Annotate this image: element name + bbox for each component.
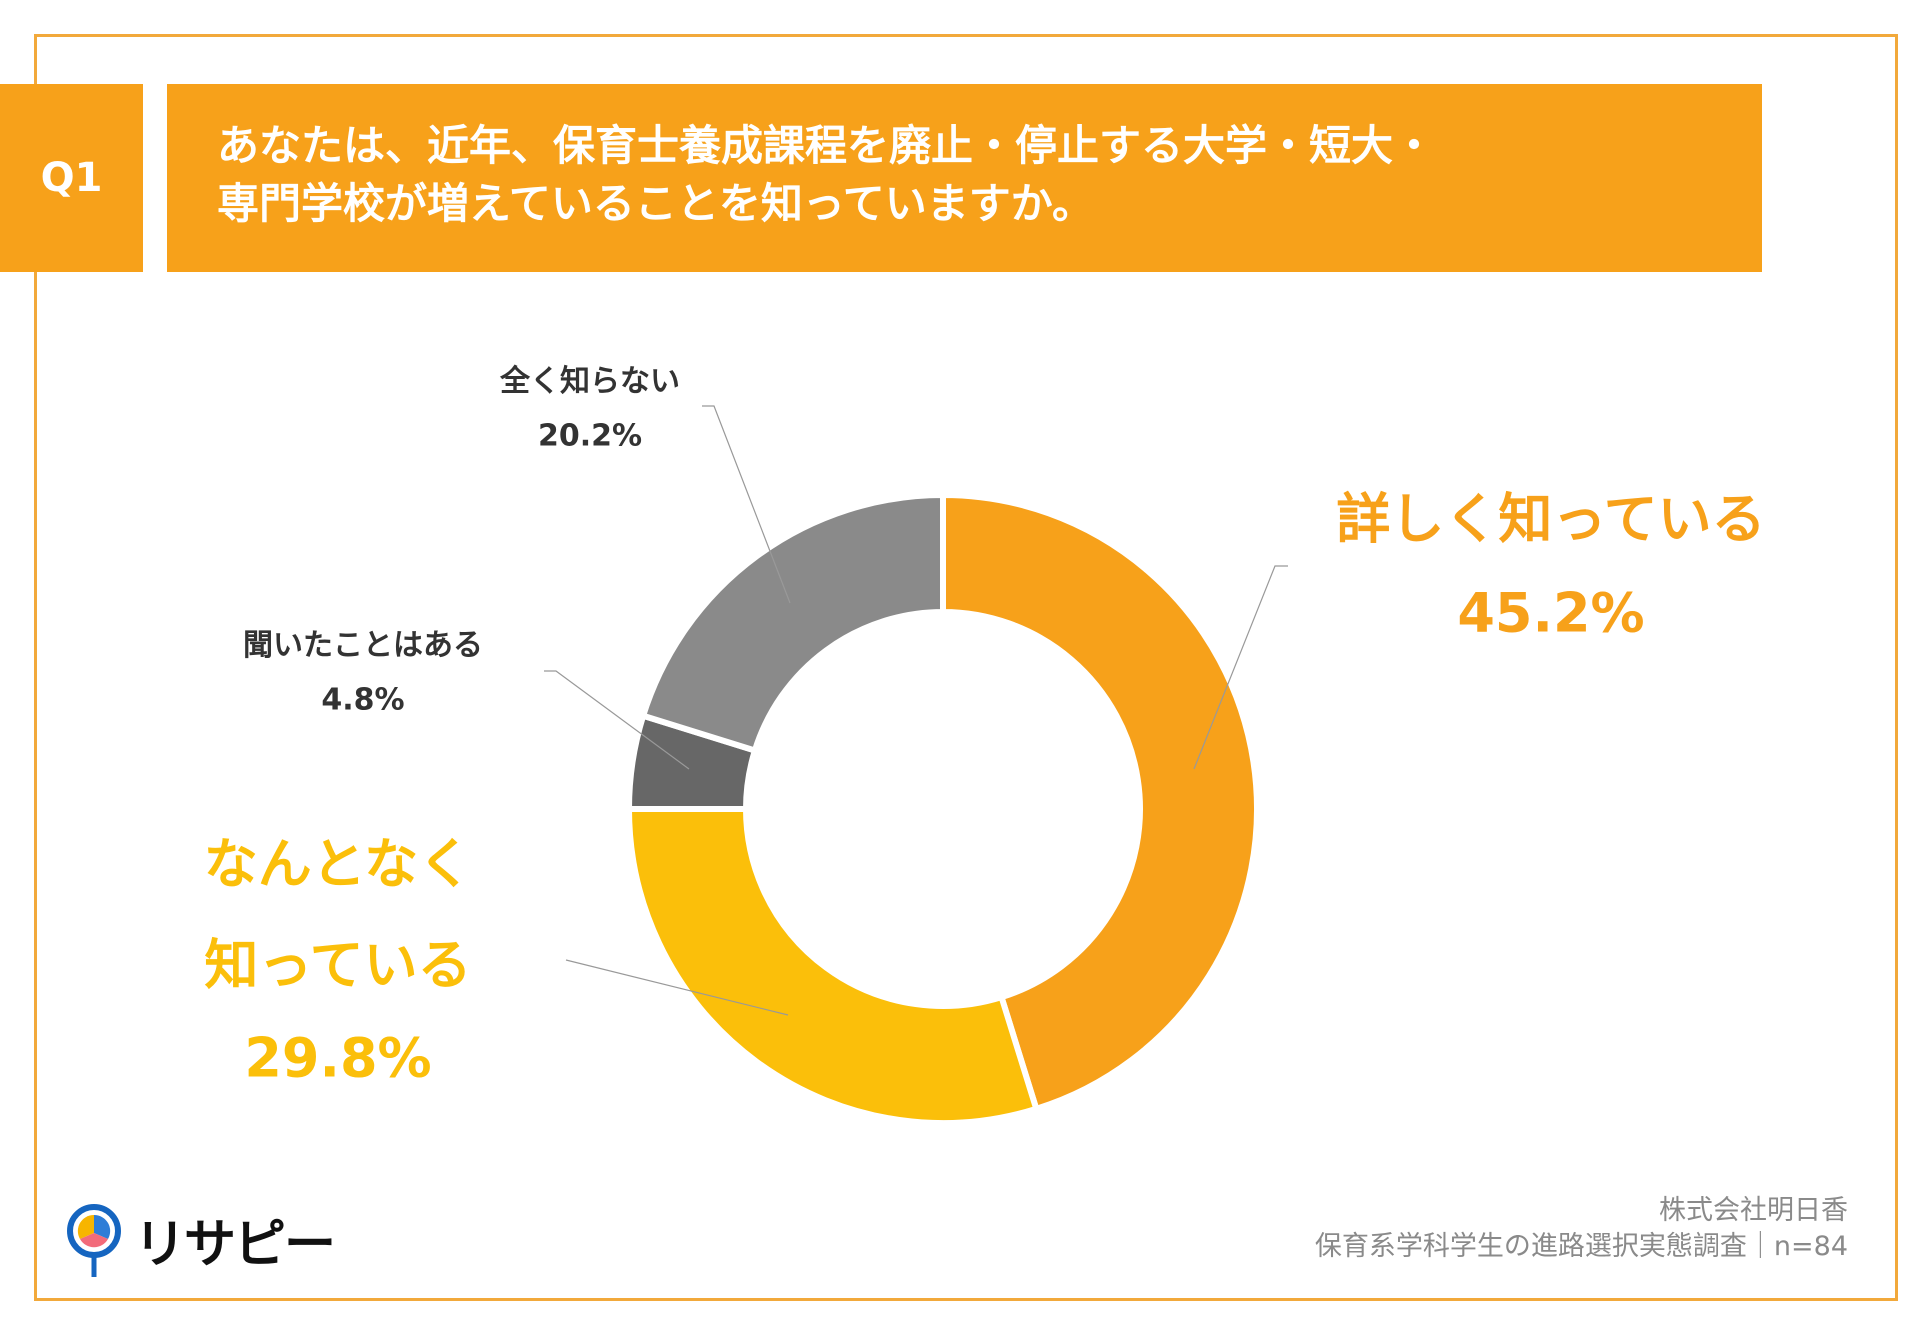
footer-company: 株式会社明日香 <box>1659 1195 1848 1226</box>
label-vaguely-line-1: なんとなく <box>203 832 473 896</box>
slice-none <box>639 491 946 755</box>
leader-line-detailed <box>1193 565 1288 770</box>
leader-line-vaguely <box>565 959 789 1016</box>
question-number: Q1 <box>0 84 143 272</box>
leader-line-heard <box>544 670 690 770</box>
label-none: 全く知らない <box>500 364 680 399</box>
label-detailed: 詳しく知っている <box>1336 487 1766 551</box>
slice-vaguely <box>625 806 1041 1126</box>
question-title-line-1: あなたは、近年、保育士養成課程を廃止・停止する大学・短大・ <box>217 121 1436 170</box>
risapy-logo: リサピー <box>66 1202 336 1277</box>
slice-detailed <box>940 491 1260 1113</box>
label-heard: 聞いたことはある <box>243 628 483 663</box>
footer-source: 株式会社明日香 保育系学科学生の進路選択実態調査｜n=84 <box>1315 1193 1848 1265</box>
logo-pin-icon <box>67 1203 121 1277</box>
footer-survey: 保育系学科学生の進路選択実態調査｜n=84 <box>1314 1231 1848 1262</box>
question-title: あなたは、近年、保育士養成課程を廃止・停止する大学・短大・ 専門学校が増えている… <box>167 84 1762 272</box>
value-detailed: 45.2% <box>1457 581 1645 645</box>
value-vaguely: 29.8% <box>244 1026 432 1090</box>
question-title-line-2: 専門学校が増えていることを知っていますか。 <box>217 179 1094 228</box>
value-heard: 4.8% <box>321 682 405 718</box>
slide-frame <box>34 34 1898 1301</box>
value-none: 20.2% <box>537 418 643 454</box>
label-vaguely-line-2: 知っている <box>204 933 472 997</box>
logo-text: リサピー <box>134 1215 336 1275</box>
leader-line-none <box>702 405 791 604</box>
